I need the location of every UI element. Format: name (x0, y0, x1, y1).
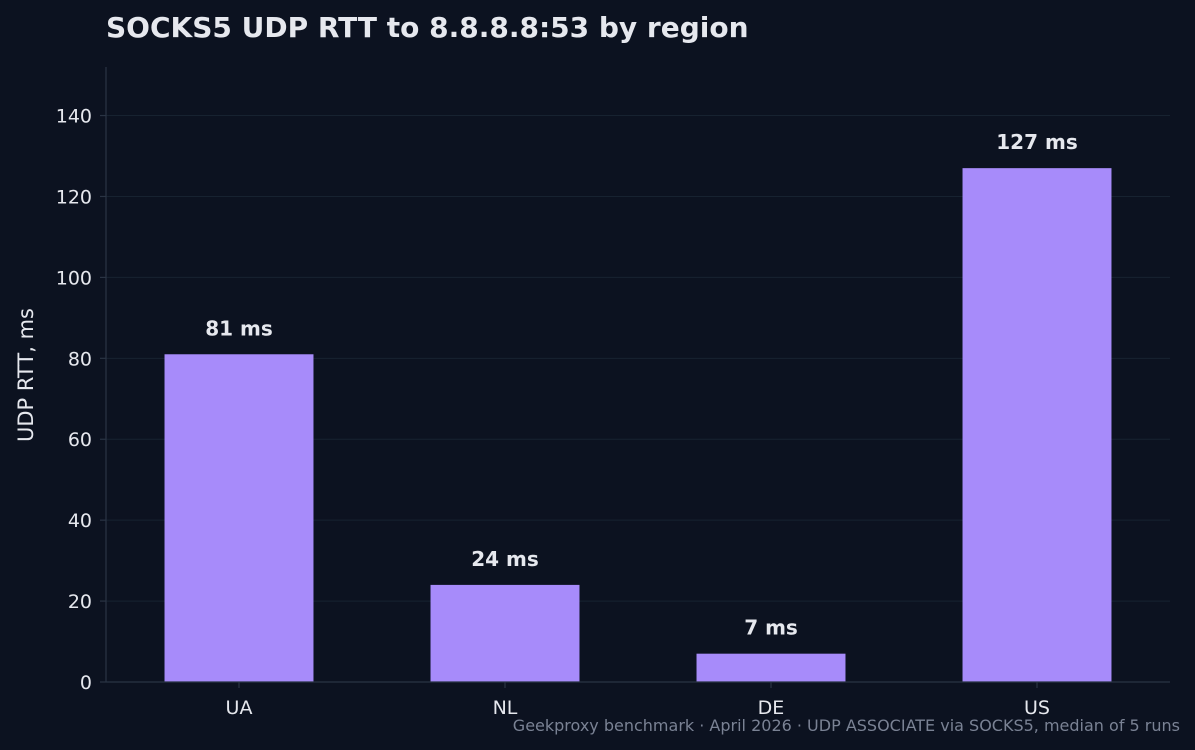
y-tick-label: 120 (56, 186, 92, 208)
y-tick-label: 40 (68, 510, 92, 532)
data-label: 24 ms (471, 547, 539, 571)
data-label: 7 ms (744, 616, 798, 640)
bar-nl (430, 584, 580, 682)
y-tick-label: 20 (68, 591, 92, 613)
bar-de (696, 653, 846, 682)
y-tick-label: 100 (56, 267, 92, 289)
data-label: 127 ms (996, 130, 1077, 154)
x-tick-label: US (1024, 697, 1050, 719)
bar-ua (164, 354, 314, 682)
data-label: 81 ms (205, 316, 273, 340)
y-axis-label: UDP RTT, ms (14, 308, 38, 442)
x-tick-label: NL (493, 697, 518, 719)
footnote: Geekproxy benchmark · April 2026 · UDP A… (513, 716, 1180, 735)
y-tick-label: 0 (80, 672, 92, 694)
bars (164, 168, 1112, 683)
y-tick-label: 60 (68, 429, 92, 451)
y-tick-label: 140 (56, 106, 92, 128)
x-tick-label: DE (758, 697, 785, 719)
bar-us (962, 168, 1112, 683)
chart-title: SOCKS5 UDP RTT to 8.8.8.8:53 by region (106, 11, 749, 44)
axes (100, 67, 1170, 688)
x-tick-label: UA (226, 697, 253, 719)
labels: 0 20 40 60 80 100 120 140 81 ms UA 24 ms NL 7 ms DE 12… (56, 106, 1078, 719)
y-tick-label: 80 (68, 348, 92, 370)
